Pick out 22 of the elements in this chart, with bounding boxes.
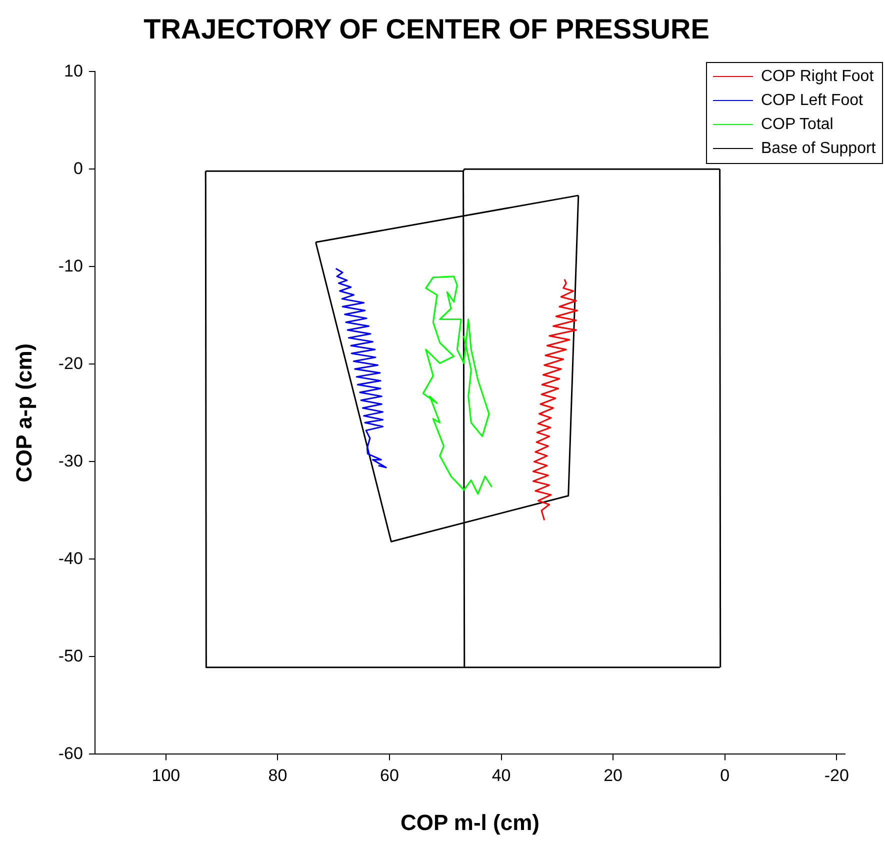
y-tick-label: -40 (58, 548, 83, 568)
x-tick-label: -20 (824, 766, 849, 786)
legend-label: Base of Support (761, 138, 876, 159)
legend-label: COP Right Foot (761, 66, 874, 87)
y-tick-label: -60 (58, 744, 83, 763)
legend-label: COP Left Foot (761, 90, 863, 111)
legend-label: COP Total (761, 114, 834, 135)
y-tick-label: -20 (58, 354, 83, 373)
x-axis-title: COP m-l (cm) (400, 810, 540, 835)
y-tick-label: -10 (58, 256, 83, 276)
x-tick-label: 20 (604, 766, 623, 786)
x-tick-label: 80 (268, 766, 288, 786)
y-tick-label: 10 (64, 61, 83, 80)
x-tick-label: 60 (380, 766, 399, 786)
y-axis-title: COP a-p (cm) (11, 343, 36, 482)
x-tick-label: 0 (720, 766, 730, 786)
y-tick-label: -50 (58, 646, 83, 666)
y-tick-label: -30 (58, 451, 83, 470)
y-tick-label: 0 (74, 158, 83, 178)
chart-title: TRAJECTORY OF CENTER OF PRESSURE (144, 14, 710, 45)
x-tick-label: 100 (152, 766, 180, 786)
x-tick-label: 40 (492, 766, 511, 786)
